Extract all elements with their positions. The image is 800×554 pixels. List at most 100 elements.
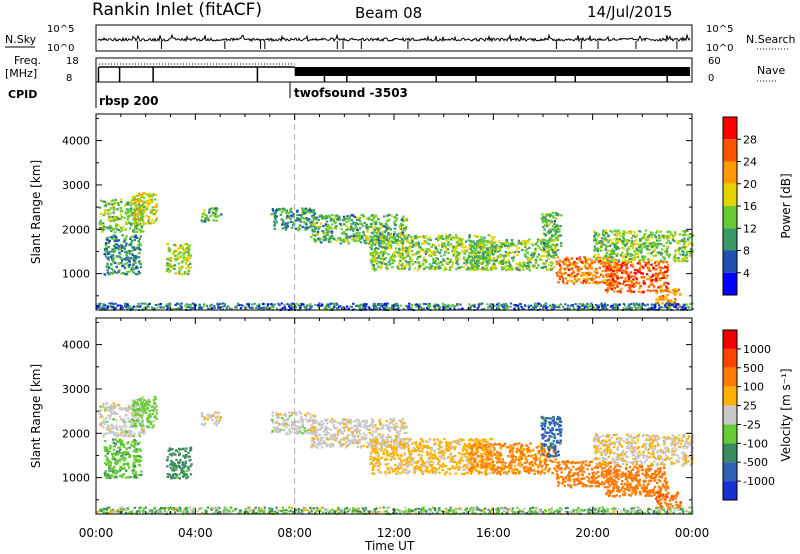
scatter-cell <box>312 223 315 226</box>
scatter-cell <box>559 260 562 263</box>
scatter-cell <box>422 235 425 238</box>
scatter-cell <box>380 241 383 245</box>
scatter-cell <box>447 241 450 244</box>
scatter-cell <box>610 286 613 289</box>
scatter-cell <box>185 243 189 246</box>
scatter-cell <box>578 268 582 271</box>
scatter-cell <box>113 433 117 436</box>
scatter-cell <box>295 213 299 216</box>
scatter-cell <box>630 254 633 257</box>
scatter-cell <box>611 253 614 256</box>
scatter-cell <box>311 230 314 233</box>
scatter-cell <box>468 234 471 237</box>
scatter-cell <box>457 237 460 240</box>
scatter-cell <box>681 257 685 260</box>
scatter-cell <box>109 236 112 239</box>
scatter-cell <box>612 279 615 282</box>
scatter-cell <box>666 263 670 266</box>
scatter-cell <box>615 230 618 233</box>
scatter-cell <box>138 198 141 201</box>
scatter-cell <box>508 268 512 271</box>
scatter-cell <box>594 248 597 251</box>
scatter-cell <box>494 247 497 250</box>
scatter-cell <box>658 252 661 256</box>
scatter-cell <box>483 245 486 248</box>
near-range-cell <box>553 306 556 309</box>
scatter-cell <box>437 234 440 237</box>
scatter-cell <box>560 266 563 269</box>
scatter-cell <box>141 224 144 227</box>
scatter-cell <box>634 276 638 279</box>
scatter-cell <box>655 231 658 234</box>
scatter-cell <box>421 242 424 245</box>
scatter-cell <box>638 270 641 274</box>
near-range-cell <box>534 303 538 306</box>
scatter-cell <box>618 238 621 241</box>
scatter-cell <box>442 237 445 240</box>
near-range-cell <box>490 307 493 310</box>
scatter-cell <box>183 270 187 274</box>
near-range-cell <box>234 306 237 309</box>
near-range-cell <box>244 307 247 310</box>
scatter-cell <box>600 262 603 265</box>
scatter-cell <box>131 444 134 447</box>
scatter-cell <box>524 245 527 248</box>
scatter-cell <box>433 250 436 253</box>
near-range-cell <box>335 302 338 305</box>
scatter-cell <box>137 200 140 203</box>
scatter-cell <box>117 262 120 265</box>
scatter-cell <box>408 246 411 249</box>
scatter-cell <box>629 289 632 292</box>
scatter-cell <box>479 262 482 265</box>
scatter-cell <box>392 233 396 236</box>
scatter-cell <box>436 257 439 261</box>
scatter-cell <box>394 247 398 250</box>
near-range-cell <box>126 304 130 307</box>
scatter-cell <box>621 271 624 274</box>
scatter-cell <box>387 233 390 236</box>
scatter-cell <box>632 258 635 261</box>
scatter-cell <box>606 281 609 284</box>
scatter-cell <box>134 440 137 443</box>
scatter-cell <box>390 240 394 243</box>
scatter-cell <box>449 235 452 238</box>
scatter-cell <box>129 425 132 428</box>
near-range-cell <box>447 303 450 306</box>
scatter-cell <box>117 255 120 258</box>
scatter-cell <box>634 252 638 255</box>
scatter-cell <box>628 230 632 233</box>
scatter-cell <box>679 253 682 256</box>
scatter-cell <box>357 218 361 222</box>
nsky-line <box>97 33 691 43</box>
scatter-cell <box>533 266 536 269</box>
scatter-cell <box>433 253 437 256</box>
near-range-cell <box>210 303 213 306</box>
near-range-cell <box>540 304 543 307</box>
scatter-cell <box>124 434 128 437</box>
scatter-cell <box>441 244 444 247</box>
scatter-cell <box>665 296 668 299</box>
scatter-cell <box>313 230 317 233</box>
scatter-cell <box>688 236 692 239</box>
near-range-cell <box>496 303 499 306</box>
near-range-cell <box>564 303 567 306</box>
scatter-cell <box>123 247 126 251</box>
near-range-cell <box>567 304 570 307</box>
near-range-cell <box>209 304 212 307</box>
scatter-cell <box>618 259 621 262</box>
near-range-cell <box>179 304 182 307</box>
near-range-cell <box>658 307 661 310</box>
scatter-cell <box>132 263 135 266</box>
scatter-cell <box>614 269 617 272</box>
scatter-cell <box>448 261 452 264</box>
scatter-cell <box>112 260 115 263</box>
scatter-cell <box>387 232 390 235</box>
scatter-cell <box>555 272 558 275</box>
near-range-cell <box>375 306 378 309</box>
near-range-cell <box>139 305 142 308</box>
near-range-cell <box>310 305 313 308</box>
near-range-cell <box>491 303 494 306</box>
scatter-cell <box>552 239 555 242</box>
scatter-cell <box>119 253 122 256</box>
scatter-cell <box>127 432 130 435</box>
